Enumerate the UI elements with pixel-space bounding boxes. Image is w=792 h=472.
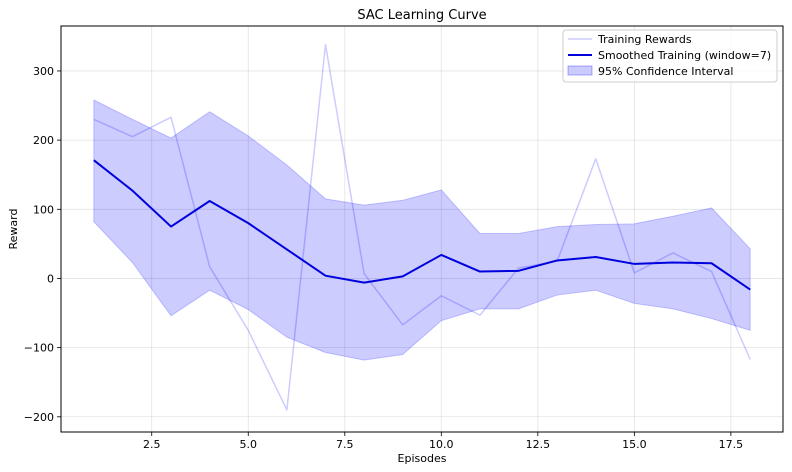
confidence-band xyxy=(93,99,751,361)
legend-label-confidence: 95% Confidence Interval xyxy=(598,65,733,78)
y-tick-label: 300 xyxy=(33,65,54,78)
x-tick-label: 2.5 xyxy=(143,438,161,451)
legend-label-smoothed: Smoothed Training (window=7) xyxy=(598,49,771,62)
x-axis-label: Episodes xyxy=(398,452,447,465)
line-layer xyxy=(93,43,751,411)
x-tick-label: 7.5 xyxy=(336,438,354,451)
legend-box xyxy=(562,29,778,83)
y-tick-label: −100 xyxy=(24,342,54,355)
grid xyxy=(61,26,783,432)
axes: 2.5 5.0 7.5 10.0 12.5 15.0 17.5 −200 −100 0 100 200… xyxy=(24,65,743,451)
plot-frame xyxy=(60,25,784,433)
y-tick-label: 0 xyxy=(47,272,54,285)
x-tick-label: 5.0 xyxy=(240,438,258,451)
x-tick-label: 12.5 xyxy=(526,438,551,451)
legend-swatch-confidence xyxy=(567,65,593,76)
plot-area xyxy=(61,26,783,432)
chart-title: SAC Learning Curve xyxy=(357,8,486,23)
x-tick-label: 15.0 xyxy=(622,438,647,451)
y-tick-label: 200 xyxy=(33,134,54,147)
x-tick-label: 17.5 xyxy=(719,438,744,451)
legend-label-training-rewards: Training Rewards xyxy=(597,33,692,46)
training-rewards-line xyxy=(93,43,751,411)
legend: Training Rewards Smoothed Training (wind… xyxy=(562,29,778,83)
confidence-band-layer xyxy=(93,99,751,361)
y-axis-label: Reward xyxy=(7,209,20,250)
y-tick-label: 100 xyxy=(33,203,54,216)
smoothed-training-line xyxy=(93,159,751,291)
x-tick-label: 10.0 xyxy=(429,438,454,451)
y-tick-label: −200 xyxy=(24,411,54,424)
